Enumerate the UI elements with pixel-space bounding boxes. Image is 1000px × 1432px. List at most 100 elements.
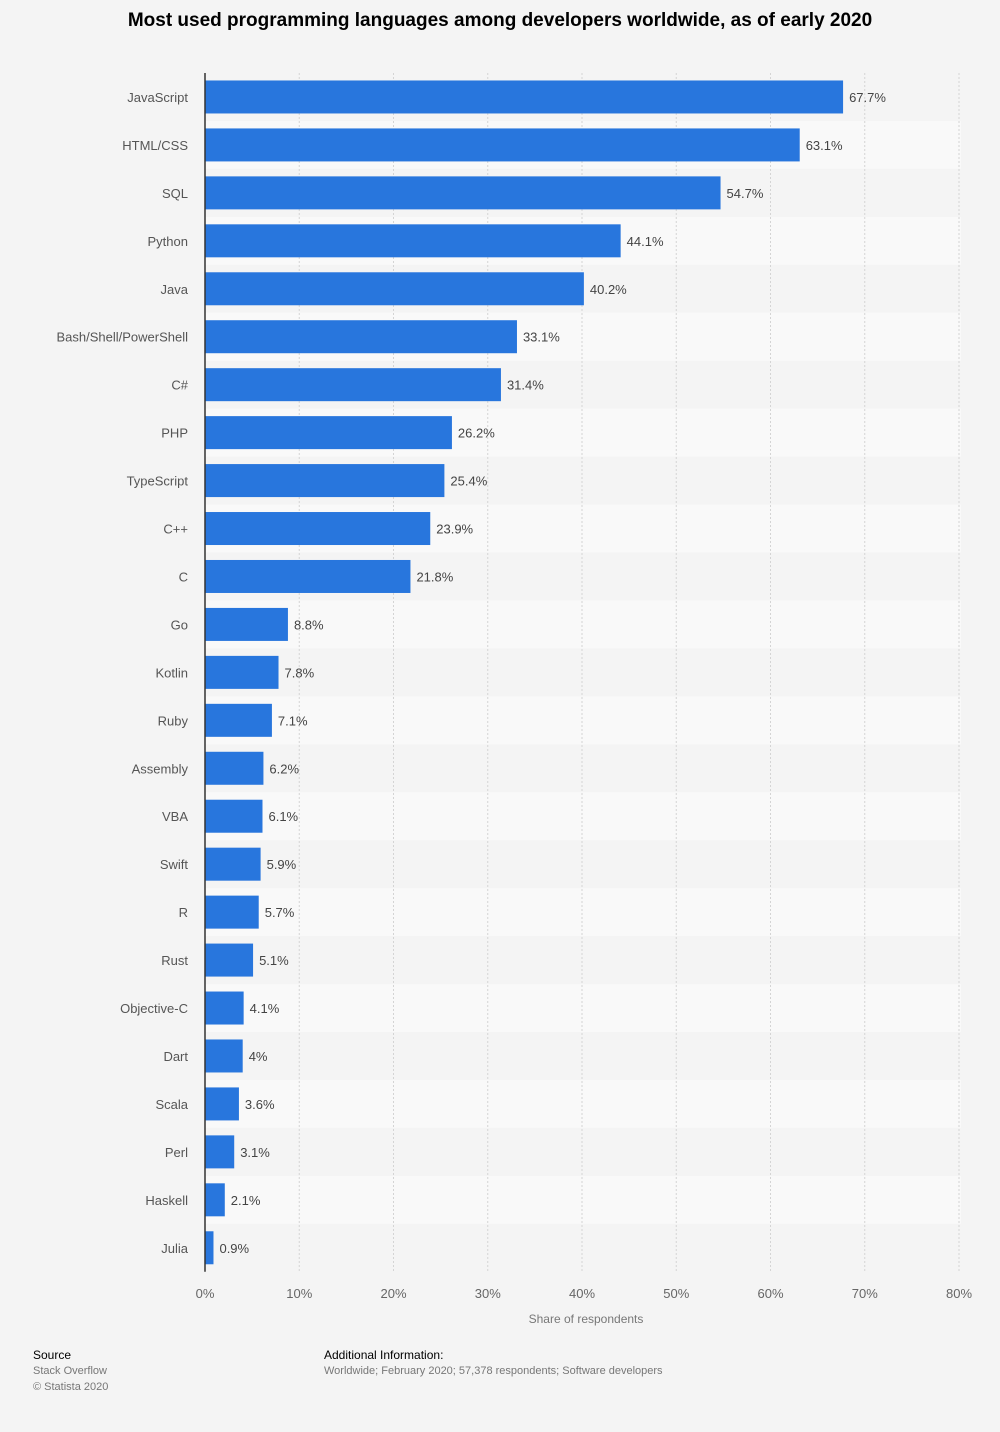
source-heading: Source [33,1348,72,1362]
x-tick-label: 60% [757,1286,783,1301]
additional-info-text: Worldwide; February 2020; 57,378 respond… [324,1365,663,1377]
category-label: PHP [161,426,188,441]
data-label: 7.1% [278,713,308,728]
data-label: 4% [249,1049,268,1064]
category-label: Swift [160,857,189,872]
category-label: Go [171,617,188,632]
row-band [205,696,961,745]
data-label: 5.7% [265,905,295,920]
category-label: Python [148,234,188,249]
data-label: 54.7% [727,186,764,201]
x-tick-label: 70% [852,1286,878,1301]
data-label: 67.7% [849,90,886,105]
data-label: 5.1% [259,953,289,968]
row-band [205,1175,961,1224]
bar-dart [205,1039,243,1073]
bar-objective-c [205,991,244,1025]
category-label: Assembly [132,761,189,776]
x-tick-label: 30% [475,1286,501,1301]
data-label: 8.8% [294,617,324,632]
category-label: Perl [165,1145,188,1160]
data-label: 5.9% [267,857,297,872]
bar-go [205,607,288,641]
bar-perl [205,1135,235,1169]
bar-ruby [205,703,272,737]
x-tick-label: 10% [286,1286,312,1301]
data-label: 26.2% [458,426,495,441]
source-block: Source Stack Overflow © Statista 2020 [33,1347,108,1395]
bar-python [205,224,621,258]
data-label: 4.1% [250,1001,280,1016]
x-tick-label: 50% [663,1286,689,1301]
x-tick-label: 80% [946,1286,972,1301]
bar-html-css [205,128,800,162]
category-label: Bash/Shell/PowerShell [56,330,188,345]
category-label: Kotlin [155,665,188,680]
copyright: © Statista 2020 [33,1381,109,1393]
data-label: 44.1% [627,234,664,249]
category-label: Dart [163,1049,188,1064]
data-label: 23.9% [436,522,473,537]
additional-info-heading: Additional Information: [324,1348,444,1362]
bar-c [205,559,411,593]
bar-kotlin [205,655,279,689]
data-label: 21.8% [416,569,453,584]
category-label: JavaScript [127,90,188,105]
data-label: 63.1% [806,138,843,153]
category-label: Haskell [145,1193,188,1208]
category-label: Julia [161,1241,189,1256]
data-label: 25.4% [450,474,487,489]
category-label: Ruby [158,713,189,728]
row-band [205,600,961,649]
bar-java [205,272,584,306]
x-tick-label: 20% [380,1286,406,1301]
data-label: 33.1% [523,330,560,345]
bar-r [205,895,259,929]
data-label: 3.6% [245,1097,275,1112]
data-label: 2.1% [231,1193,261,1208]
data-label: 6.1% [268,809,298,824]
data-label: 0.9% [219,1241,249,1256]
bar-typescript [205,464,445,498]
bar-haskell [205,1183,225,1217]
category-label: Java [161,282,189,297]
data-label: 31.4% [507,378,544,393]
data-label: 40.2% [590,282,627,297]
bar-swift [205,847,261,881]
data-label: 3.1% [240,1145,270,1160]
x-axis-label: Share of respondents [529,1312,644,1326]
source-link[interactable]: Stack Overflow [33,1365,107,1377]
chart-title: Most used programming languages among de… [127,10,873,31]
x-tick-label: 0% [196,1286,215,1301]
category-label: Scala [155,1097,188,1112]
additional-info-block: Additional Information: Worldwide; Febru… [324,1347,663,1379]
bar-c- [205,368,501,402]
bar-php [205,416,452,450]
row-band [205,792,961,841]
bar-julia [205,1231,214,1265]
bar-c- [205,512,431,546]
bar-rust [205,943,254,977]
category-label: SQL [162,186,188,201]
bar-chart: 0% 10% 20% 30% 40% 50% 60% 70% 80% JavaScript 67.7… [56,73,972,1326]
category-label: HTML/CSS [122,138,188,153]
category-label: Objective-C [120,1001,188,1016]
bar-bash-shell-powershell [205,320,517,354]
bar-scala [205,1087,239,1121]
row-band [205,888,961,937]
category-label: Rust [161,953,188,968]
bar-sql [205,176,721,210]
row-band [205,1079,961,1128]
category-label: C# [171,378,188,393]
category-label: C [179,569,188,584]
category-label: C++ [163,522,188,537]
category-label: TypeScript [127,474,189,489]
row-band [205,984,961,1032]
category-label: R [179,905,188,920]
data-label: 6.2% [269,761,299,776]
data-label: 7.8% [285,665,315,680]
category-label: VBA [162,809,188,824]
bar-vba [205,799,263,833]
x-tick-label: 40% [569,1286,595,1301]
bar-javascript [205,80,844,114]
